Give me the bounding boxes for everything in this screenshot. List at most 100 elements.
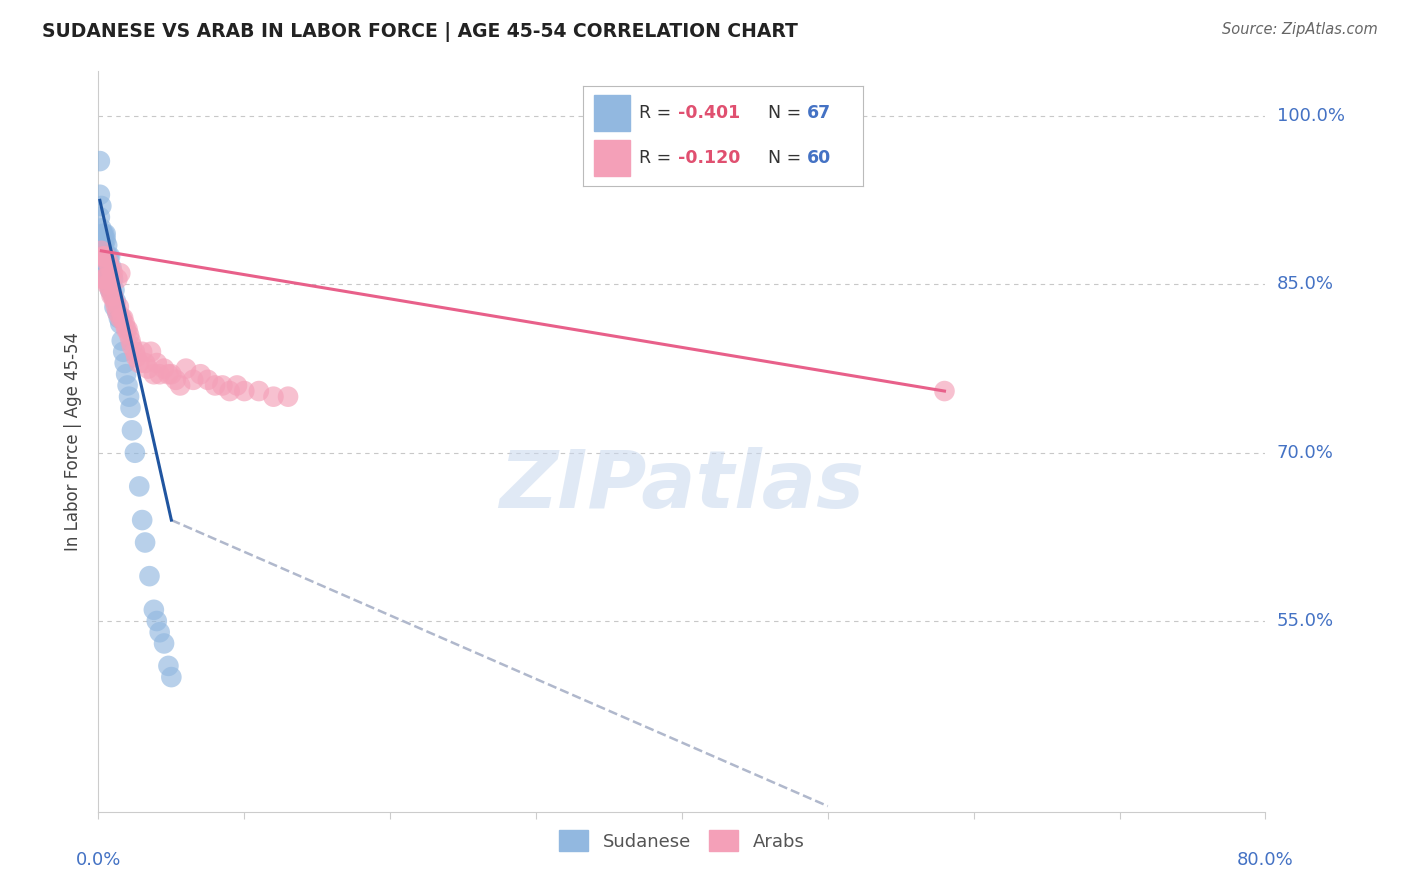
Point (226, 378, 249, 392)
Point (93, 250, 115, 264)
Point (118, 390, 141, 404)
Point (91, 255, 114, 269)
Point (114, 317, 136, 331)
Point (211, 378, 233, 392)
Point (108, 311, 131, 326)
Point (96, 277, 118, 292)
Point (117, 378, 139, 392)
Point (104, 300, 127, 314)
Point (105, 305, 128, 319)
Point (101, 266, 124, 280)
Point (91, 272, 114, 286)
Point (98, 260, 121, 275)
Point (90, 250, 112, 264)
Point (114, 356, 136, 370)
Point (93, 272, 115, 286)
Point (104, 294, 127, 309)
Point (190, 368, 212, 382)
Point (96, 255, 118, 269)
Text: SUDANESE VS ARAB IN LABOR FORCE | AGE 45-54 CORRELATION CHART: SUDANESE VS ARAB IN LABOR FORCE | AGE 45… (42, 22, 799, 42)
Point (139, 344, 162, 359)
Point (94, 227, 117, 241)
Point (103, 300, 125, 314)
Text: Source: ZipAtlas.com: Source: ZipAtlas.com (1222, 22, 1378, 37)
Point (134, 535, 156, 549)
Text: 100.0%: 100.0% (1277, 107, 1344, 125)
Point (118, 328, 141, 343)
Point (110, 311, 132, 326)
Y-axis label: In Labor Force | Age 45-54: In Labor Force | Age 45-54 (65, 332, 83, 551)
Point (218, 384, 240, 398)
Point (97, 255, 120, 269)
Point (134, 356, 156, 370)
Text: ZIPatlas: ZIPatlas (499, 447, 865, 525)
Point (90, 266, 112, 280)
Point (105, 272, 128, 286)
Point (89, 187, 111, 202)
Point (94, 250, 117, 264)
Point (142, 603, 165, 617)
Point (128, 479, 150, 493)
Point (94, 250, 117, 264)
Point (96, 272, 118, 286)
Point (111, 334, 134, 348)
Point (181, 373, 204, 387)
Point (142, 368, 165, 382)
Point (149, 368, 172, 382)
Point (90, 255, 112, 269)
Point (93, 244, 115, 258)
Text: 0.0%: 0.0% (76, 851, 121, 869)
Point (93, 255, 115, 269)
Point (124, 344, 146, 359)
Point (136, 361, 159, 376)
Point (91, 244, 114, 258)
Point (131, 513, 153, 527)
Point (93, 250, 115, 264)
Point (247, 384, 270, 398)
Point (101, 289, 124, 303)
Text: 85.0%: 85.0% (1277, 276, 1333, 293)
Point (157, 368, 180, 382)
Point (100, 289, 122, 303)
Point (98, 283, 121, 297)
Point (124, 446, 146, 460)
Point (262, 390, 284, 404)
Point (91, 266, 114, 280)
Point (100, 260, 122, 275)
Point (98, 250, 121, 264)
Point (108, 300, 131, 314)
Point (96, 255, 118, 269)
Point (111, 311, 134, 326)
Point (153, 636, 176, 650)
Point (93, 238, 115, 252)
Point (103, 283, 125, 297)
Point (112, 311, 135, 326)
Point (146, 614, 169, 628)
Point (90, 250, 112, 264)
Point (97, 277, 120, 292)
Point (128, 356, 150, 370)
Legend: Sudanese, Arabs: Sudanese, Arabs (553, 823, 811, 858)
Point (91, 250, 114, 264)
Point (100, 283, 122, 297)
Point (153, 361, 176, 376)
Point (97, 255, 120, 269)
Point (120, 401, 142, 415)
Point (89, 250, 111, 264)
Text: 80.0%: 80.0% (1237, 851, 1294, 869)
Point (93, 233, 115, 247)
Point (169, 378, 191, 392)
Point (146, 356, 169, 370)
Text: 70.0%: 70.0% (1277, 443, 1333, 462)
Point (121, 339, 143, 353)
Point (160, 670, 183, 684)
Point (98, 266, 121, 280)
Point (121, 423, 143, 437)
Point (93, 227, 115, 241)
Point (174, 361, 197, 376)
Text: 55.0%: 55.0% (1277, 612, 1334, 630)
Point (96, 238, 118, 252)
Point (115, 368, 138, 382)
Point (277, 390, 299, 404)
Point (197, 373, 219, 387)
